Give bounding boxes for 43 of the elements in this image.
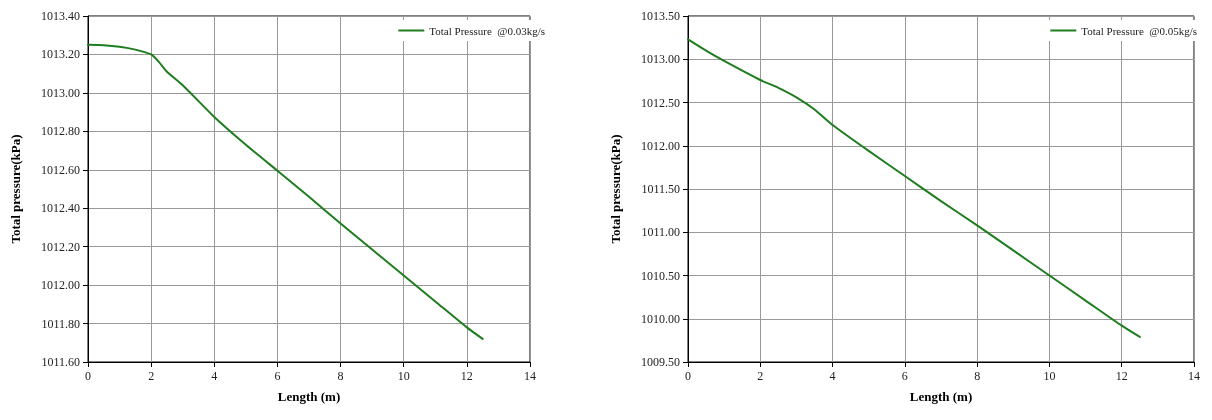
x-tick-label: 2 bbox=[148, 369, 155, 383]
y-tick-label: 1011.50 bbox=[641, 182, 680, 196]
y-tick-label: 1012.60 bbox=[41, 162, 80, 177]
x-tick-label: 14 bbox=[524, 369, 536, 383]
x-tick-label: 4 bbox=[211, 369, 218, 383]
y-tick-label: 1010.50 bbox=[641, 268, 680, 283]
y-tick-label: 1011.60 bbox=[41, 355, 80, 369]
x-tick-label: 6 bbox=[274, 369, 281, 383]
x-tick-label: 4 bbox=[829, 369, 836, 383]
x-tick-label: 8 bbox=[974, 369, 981, 383]
y-axis-title: Total pressure(kPa) bbox=[8, 134, 23, 244]
y-tick-label: 1012.20 bbox=[41, 239, 80, 254]
x-tick-label: 2 bbox=[757, 369, 764, 383]
x-axis-title: Length (m) bbox=[909, 389, 973, 404]
y-axis-title: Total pressure(kPa) bbox=[608, 134, 623, 244]
y-tick-label: 1012.50 bbox=[641, 95, 680, 110]
legend-label: Total Pressure @0.05kg/s bbox=[1081, 24, 1197, 37]
x-tick-label: 6 bbox=[901, 369, 908, 383]
x-tick-label: 14 bbox=[1188, 369, 1200, 383]
y-tick-label: 1010.00 bbox=[641, 311, 680, 326]
x-axis-title: Length (m) bbox=[277, 389, 341, 404]
line-series bbox=[87, 43, 484, 340]
x-tick-label: 12 bbox=[1115, 369, 1128, 383]
legend-label: Total Pressure @0.03kg/s bbox=[429, 24, 545, 37]
y-tick-label: 1012.80 bbox=[41, 124, 80, 139]
y-tick-label: 1011.80 bbox=[41, 316, 80, 331]
y-tick-label: 1013.00 bbox=[641, 52, 680, 67]
x-tick-label: 10 bbox=[397, 369, 410, 383]
y-tick-label: 1012.40 bbox=[41, 201, 80, 216]
y-tick-label: 1012.00 bbox=[641, 138, 680, 153]
x-tick-label: 8 bbox=[337, 369, 344, 383]
x-tick-label: 10 bbox=[1043, 369, 1056, 383]
y-tick-label: 1009.50 bbox=[641, 355, 680, 369]
y-tick-label: 1011.00 bbox=[641, 225, 680, 240]
y-tick-label: 1013.00 bbox=[41, 85, 80, 100]
y-tick-label: 1013.50 bbox=[641, 9, 680, 23]
y-tick-label: 1013.40 bbox=[41, 9, 80, 23]
y-tick-label: 1012.00 bbox=[41, 278, 80, 293]
y-tick-label: 1013.20 bbox=[41, 47, 80, 62]
x-tick-label: 12 bbox=[460, 369, 473, 383]
x-tick-label: 0 bbox=[85, 369, 91, 383]
line-series bbox=[687, 38, 1141, 338]
x-tick-label: 0 bbox=[685, 369, 691, 383]
